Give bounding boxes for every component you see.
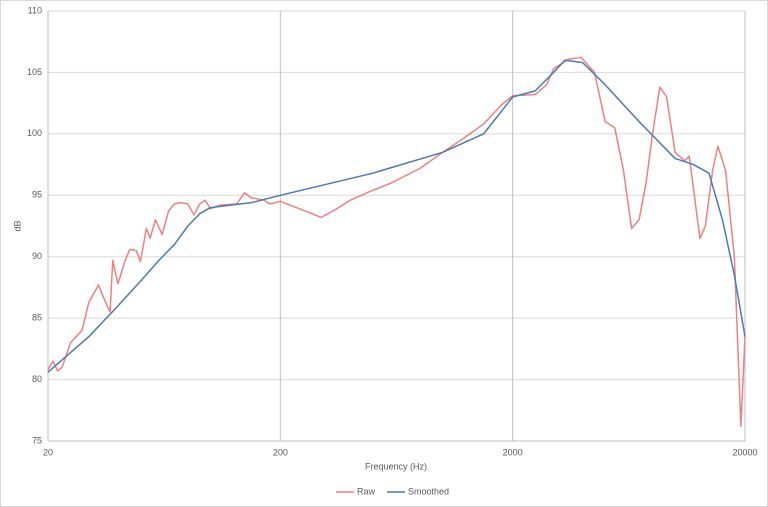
- x-tick-label: 2000: [503, 447, 523, 457]
- y-tick-label: 80: [32, 374, 42, 384]
- y-tick-label: 95: [32, 190, 42, 200]
- y-tick-label: 75: [32, 435, 42, 445]
- x-tick-label: 20000: [732, 447, 757, 457]
- legend-label: Raw: [357, 486, 376, 496]
- legend-label: Smoothed: [408, 486, 449, 496]
- y-tick-label: 110: [28, 5, 42, 15]
- x-tick-label: 200: [273, 447, 288, 457]
- y-tick-label: 90: [32, 251, 42, 261]
- y-axis-label: dB: [12, 220, 22, 231]
- y-tick-label: 105: [27, 67, 42, 77]
- line-series: [47, 59, 746, 373]
- line-series: [47, 56, 746, 428]
- x-axis-label: Frequency (Hz): [365, 461, 427, 471]
- y-tick-label: 100: [27, 128, 42, 138]
- y-tick-label: 85: [32, 313, 42, 323]
- x-tick-label: 20: [43, 447, 53, 457]
